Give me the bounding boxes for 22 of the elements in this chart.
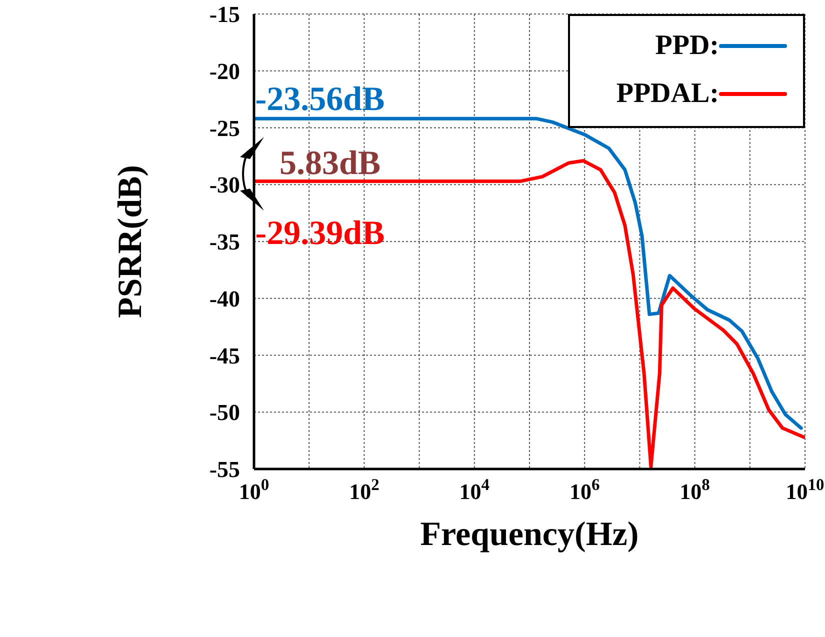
annotation: -23.56dB xyxy=(255,81,385,118)
legend-label: PPD: xyxy=(655,29,719,63)
legend-label: PPDAL: xyxy=(616,77,719,111)
y-tick-label: -55 xyxy=(209,457,240,482)
x-tick-label: 10$^{4}$ xyxy=(459,474,490,504)
x-tick-label: 10$^{6}$ xyxy=(569,474,600,504)
y-tick-label: -20 xyxy=(209,58,240,84)
y-tick-label: -45 xyxy=(209,343,240,368)
y-tick-label: -15 xyxy=(209,2,240,27)
y-tick-label: -35 xyxy=(209,230,240,254)
x-tick-label: 10$^{2}$ xyxy=(349,474,380,504)
y-tick-label: -25 xyxy=(209,116,240,141)
x-tick-label: 10$^{0}$ xyxy=(238,474,270,504)
x-tick-label: 10$^{10}$ xyxy=(786,474,824,504)
y-tick-label: -40 xyxy=(209,286,240,312)
y-tick-label: -50 xyxy=(209,400,240,426)
x-tick-label: 10$^{8}$ xyxy=(680,474,710,504)
y-tick-label: -30 xyxy=(209,172,240,198)
x-axis-title: Frequency(Hz) xyxy=(420,516,639,553)
annotation: -29.39dB xyxy=(255,215,385,252)
annotation: 5.83dB xyxy=(279,145,381,182)
y-axis-title: PSRR(dB) xyxy=(112,164,150,318)
